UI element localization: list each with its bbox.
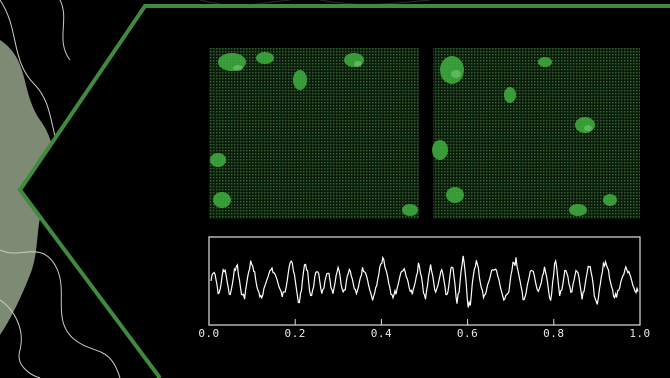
x-axis-ticks: [208, 319, 641, 325]
x-tick-label: 1.0: [629, 327, 651, 340]
x-tick-label: 0.8: [543, 327, 565, 340]
micrograph-right: [432, 48, 640, 219]
signal-trace: [210, 255, 639, 308]
trace-box: [208, 236, 641, 326]
trace-line: [210, 255, 639, 308]
frame-outline: [17, 3, 670, 378]
map-contour: [0, 299, 41, 378]
map-contour: [0, 249, 121, 378]
x-tick-label: 0.4: [370, 327, 393, 340]
micrograph-left: [209, 48, 419, 219]
topographic-map: [0, 0, 160, 378]
x-tick-label: 0.0: [198, 327, 220, 340]
x-tick-label: 0.2: [284, 327, 306, 340]
map-contour: [59, 0, 71, 61]
x-tick-label: 0.6: [456, 327, 479, 340]
